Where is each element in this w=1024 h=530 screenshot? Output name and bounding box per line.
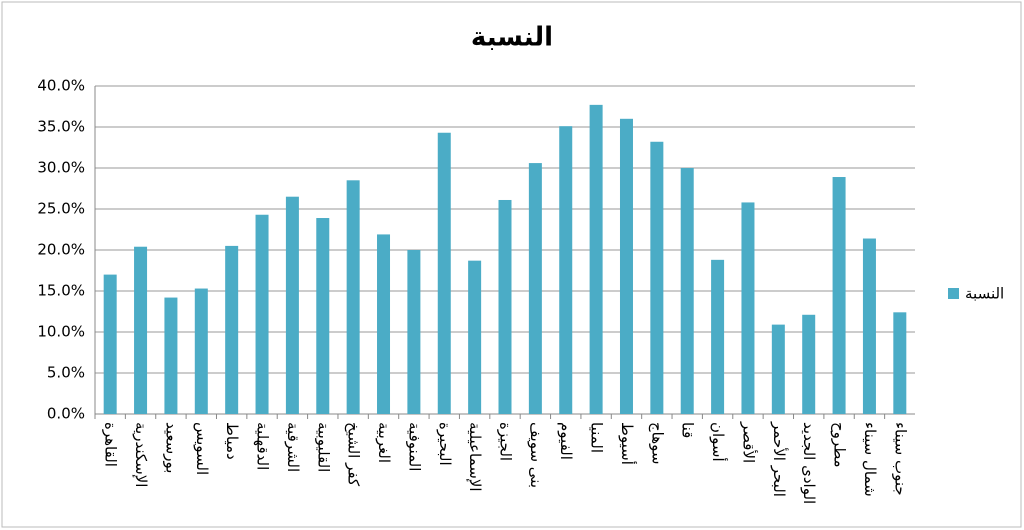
y-tick-label: 25.0% (37, 200, 85, 218)
x-tick-label: القاهرة (102, 422, 120, 467)
bar (862, 238, 876, 414)
bar (316, 218, 330, 414)
bar (498, 199, 512, 414)
bar (377, 234, 391, 414)
x-tick-label: أسيوط (618, 422, 637, 465)
bar (194, 288, 208, 414)
x-tick-label: الإسكندرية (132, 422, 150, 487)
x-tick-label: المنيا (588, 422, 606, 453)
x-tick-label: سوهاج (647, 422, 666, 464)
bar (650, 141, 664, 414)
x-tick-label: شمال سيناء (861, 422, 879, 497)
y-tick-label: 35.0% (37, 118, 85, 136)
x-tick-label: الشرقية (284, 422, 302, 472)
y-tick-label: 5.0% (47, 364, 85, 382)
bar (771, 324, 785, 414)
bar (528, 163, 542, 414)
x-tick-label: البحيرة (436, 422, 454, 466)
bar (711, 259, 725, 414)
x-tick-label: الإسماعيلية (466, 422, 484, 492)
bar (134, 246, 148, 414)
bar (346, 180, 360, 414)
y-tick-label: 40.0% (37, 77, 85, 95)
bar (802, 314, 816, 414)
bar (285, 196, 299, 414)
x-tick-label: أسوان (709, 422, 728, 462)
bar (619, 118, 633, 415)
bar (437, 132, 451, 415)
bar (255, 214, 269, 414)
y-tick-label: 0.0% (47, 405, 85, 423)
x-tick-label: مطروح (831, 422, 849, 468)
legend-swatch (948, 288, 959, 299)
x-tick-label: الفيوم (557, 422, 575, 460)
x-tick-label: الدقهلية (254, 422, 272, 470)
bar (680, 168, 694, 414)
y-tick-label: 10.0% (37, 323, 85, 341)
x-tick-label: البحر الأحمر (770, 421, 789, 497)
x-tick-label: الوادى الجديد (800, 422, 818, 504)
y-tick-label: 15.0% (37, 282, 85, 300)
x-tick-label: الأقصر (739, 421, 758, 463)
bar (407, 250, 421, 414)
bar (225, 245, 239, 414)
x-tick-label: بورسعيد (162, 422, 180, 473)
bar (559, 126, 573, 415)
x-tick-label: السويس (193, 422, 211, 475)
x-tick-label: كفر الشيخ (345, 422, 363, 487)
bar (893, 312, 907, 414)
chart-title: النسبة (471, 23, 553, 53)
x-tick-label: قنا (679, 422, 697, 438)
x-tick-label: دمياط (223, 422, 241, 460)
y-tick-label: 20.0% (37, 241, 85, 259)
bar (832, 177, 846, 414)
bar (468, 260, 482, 414)
bar (741, 202, 755, 414)
x-tick-label: بنى سويف (527, 422, 545, 488)
x-tick-label: الغربية (375, 422, 393, 463)
x-tick-label: جنوب سيناء (891, 422, 909, 496)
x-tick-label: القليوبية (314, 422, 332, 472)
bar (164, 297, 178, 414)
bar (589, 104, 603, 415)
bar (103, 274, 117, 414)
x-tick-label: المنوفية (405, 422, 423, 471)
legend-label: النسبة (965, 285, 1004, 303)
x-tick-label: الجيزة (497, 422, 515, 461)
y-tick-label: 30.0% (37, 159, 85, 177)
